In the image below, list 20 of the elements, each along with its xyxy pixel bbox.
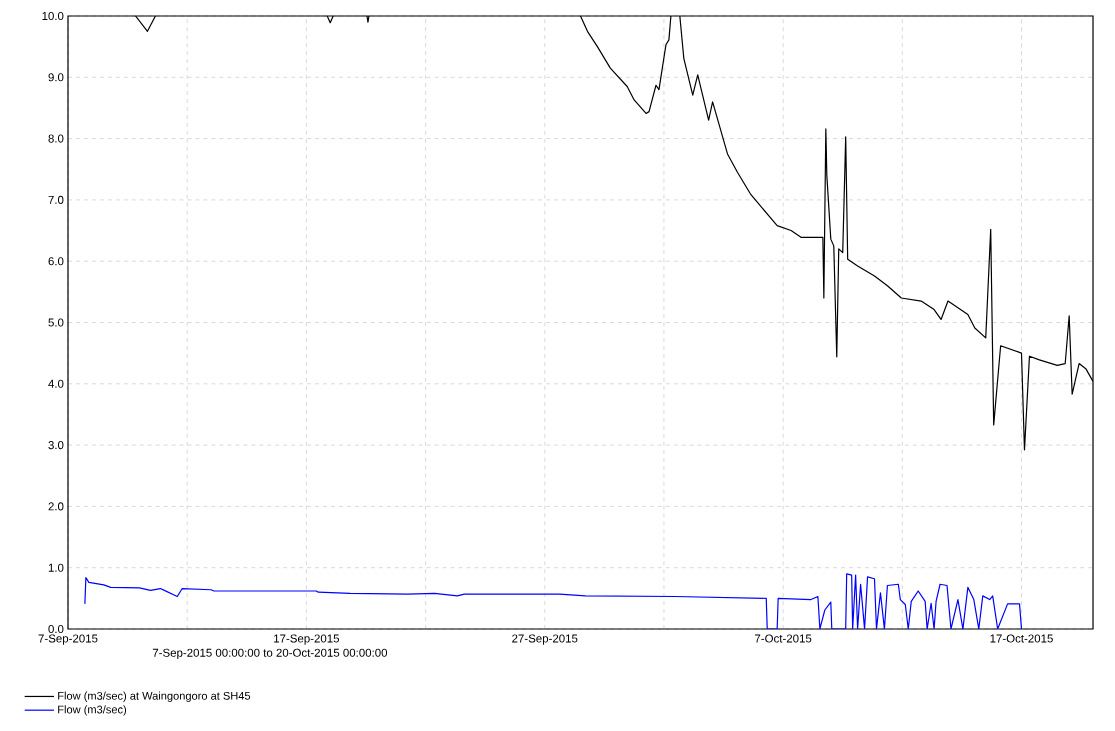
y-tick-label: 1.0 bbox=[48, 563, 64, 572]
y-tick-label: 5.0 bbox=[48, 318, 64, 327]
y-tick-label: 4.0 bbox=[48, 379, 64, 388]
y-tick-label: 8.0 bbox=[48, 134, 64, 143]
y-tick-label: 2.0 bbox=[48, 502, 64, 511]
x-tick-label: 17-Sep-2015 bbox=[274, 634, 340, 645]
x-axis-title: 7-Sep-2015 00:00:00 to 20-Oct-2015 00:00:00 bbox=[152, 648, 388, 660]
line-series bbox=[84, 573, 1023, 629]
x-tick-label: 17-Oct-2015 bbox=[990, 634, 1053, 643]
legend-label: Flow (m3/sec) at Waingongoro at SH45 bbox=[58, 691, 251, 702]
y-tick-label: 6.0 bbox=[48, 257, 64, 266]
y-tick-label: 3.0 bbox=[48, 441, 64, 450]
y-tick-label: 7.0 bbox=[48, 195, 64, 204]
x-tick-label: 27-Sep-2015 bbox=[512, 634, 578, 645]
y-tick-label: 9.0 bbox=[48, 73, 64, 82]
legend-label: Flow (m3/sec) bbox=[58, 705, 127, 716]
y-tick-label: 10.0 bbox=[42, 11, 64, 21]
x-tick-label: 7-Sep-2015 bbox=[38, 634, 98, 645]
x-tick-label: 7-Oct-2015 bbox=[755, 634, 812, 643]
y-tick-label: 0.0 bbox=[48, 624, 64, 634]
